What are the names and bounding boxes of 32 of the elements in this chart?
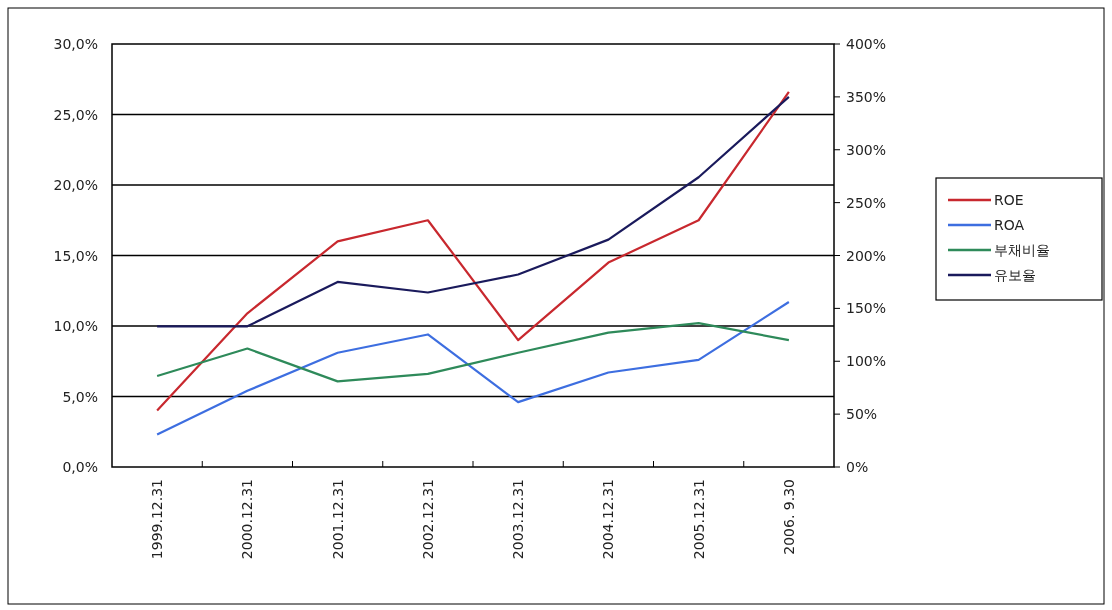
y2-tick-label: 350% <box>846 88 887 105</box>
y-tick-label: 0,0% <box>62 459 98 475</box>
x-tick-label: 1999.12.31 <box>149 479 166 560</box>
y-tick-label: 20,0% <box>53 177 98 193</box>
x-tick-label: 2003.12.31 <box>510 479 527 560</box>
y2-tick-label: 300% <box>846 141 887 158</box>
x-tick-label: 2004.12.31 <box>600 479 617 560</box>
line-series <box>156 322 790 383</box>
line-series <box>156 95 790 328</box>
y2-tick-label: 200% <box>846 247 887 264</box>
y2-tick-label: 100% <box>846 353 887 370</box>
x-tick-label: 2005.12.31 <box>690 479 707 560</box>
y2-tick-label: 150% <box>846 300 887 317</box>
x-tick-label: 2000.12.31 <box>239 479 256 560</box>
y2-tick-label: 400% <box>846 36 887 52</box>
y-tick-label: 10,0% <box>53 318 98 334</box>
y2-tick-label: 250% <box>846 194 887 211</box>
legend-label: 유보율 <box>994 267 1036 283</box>
legend-label: 부채비율 <box>994 242 1050 258</box>
line-series <box>156 90 790 412</box>
x-tick-label: 2001.12.31 <box>329 479 346 560</box>
y2-tick-label: 0% <box>846 459 869 475</box>
legend-label: ROA <box>994 217 1025 233</box>
y-tick-label: 5,0% <box>62 388 98 405</box>
x-tick-label: 2006. 9.30 <box>780 479 797 555</box>
x-tick-label: 2002.12.31 <box>419 479 436 560</box>
y2-tick-label: 50% <box>846 406 878 423</box>
y-tick-label: 15,0% <box>53 247 98 264</box>
y-tick-label: 30,0% <box>53 36 98 52</box>
y-tick-label: 25,0% <box>53 106 98 123</box>
line-series <box>156 300 790 436</box>
legend-label: ROE <box>994 192 1024 208</box>
